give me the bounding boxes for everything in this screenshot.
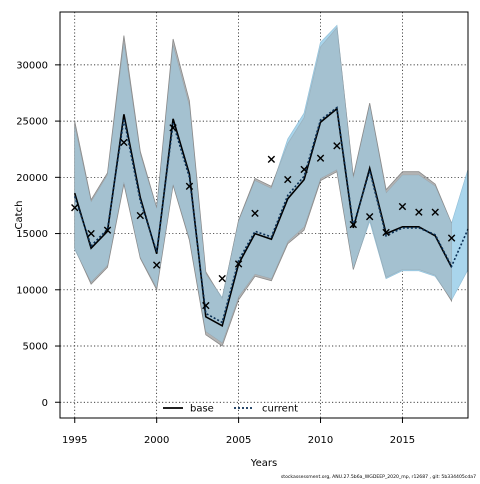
grid-lines — [60, 12, 468, 418]
observed-point — [382, 228, 390, 237]
observed-point — [87, 229, 95, 238]
x-tick-label: 2015 — [390, 435, 415, 446]
observed-point — [284, 175, 292, 184]
observed-point — [267, 155, 276, 164]
observed-point — [185, 182, 194, 191]
x-tick-label: 2000 — [144, 435, 169, 446]
observed-point — [431, 208, 439, 216]
x-tick-label: 2010 — [308, 435, 333, 446]
observed-point-stroke — [169, 124, 177, 132]
observed-point — [136, 211, 144, 220]
observed-point-stroke — [234, 260, 243, 268]
observed-point-stroke — [349, 220, 357, 229]
y-axis-title: Catch — [14, 201, 25, 230]
observed-point — [300, 165, 308, 174]
observed-point — [71, 203, 79, 212]
observed-point — [234, 260, 243, 268]
observed-point — [120, 138, 128, 147]
x-axis-title: Years — [250, 458, 277, 469]
y-tick-label: 25000 — [16, 117, 48, 128]
observed-point — [333, 142, 341, 150]
y-tick-label: 10000 — [16, 285, 48, 296]
observed-point — [218, 274, 226, 283]
observed-point — [103, 226, 112, 234]
legend-base-label: base — [190, 404, 214, 415]
observed-point-stroke — [218, 274, 226, 283]
observed-point — [251, 209, 259, 218]
y-tick-label: 20000 — [16, 173, 48, 184]
legend: base current — [163, 404, 298, 415]
observed-point-stroke — [398, 202, 407, 211]
observed-point-stroke — [136, 211, 144, 220]
series-lines — [73, 106, 469, 327]
observed-point-stroke — [284, 175, 292, 184]
observed-point — [169, 124, 177, 132]
observed-point-stroke — [415, 208, 423, 216]
x-tick-label: 1995 — [62, 435, 87, 446]
observed-point-stroke — [152, 261, 161, 269]
y-tick-label: 30000 — [16, 60, 48, 71]
observed-point-stroke — [185, 182, 194, 191]
observed-point-stroke — [202, 301, 210, 310]
observed-point-stroke — [267, 155, 276, 164]
plot-frame — [59, 11, 469, 419]
observed-point — [365, 212, 374, 221]
observed-point-stroke — [251, 209, 259, 218]
observed-point — [415, 208, 423, 216]
observed-point — [447, 234, 456, 242]
y-tick-label: 15000 — [16, 229, 48, 240]
axes: 1995 2000 2005 2010 2015 0 5000 10000 15000 20000… — [16, 60, 415, 446]
observed-point — [152, 261, 161, 269]
observed-point — [398, 202, 407, 211]
observed-point-stroke — [365, 212, 374, 221]
observed-point-stroke — [103, 226, 112, 234]
observed-point — [202, 301, 210, 310]
observed-point-stroke — [333, 142, 341, 150]
footer-note: stockassessment.org, ANU.27.5b6a_WGDEEP_… — [281, 474, 476, 480]
legend-current-label: current — [262, 404, 298, 415]
observed-point-stroke — [316, 154, 325, 162]
current-line — [73, 106, 469, 324]
y-tick-label: 5000 — [23, 342, 48, 353]
observed-point-stroke — [382, 228, 390, 237]
overlap-band-tint — [74, 25, 468, 343]
y-tick-label: 0 — [42, 398, 48, 409]
observed-point — [349, 220, 357, 229]
observed-point-stroke — [431, 208, 439, 216]
observed-point-stroke — [71, 203, 79, 212]
observed-point-stroke — [87, 229, 95, 238]
x-tick-label: 2005 — [226, 435, 251, 446]
observed-point-stroke — [120, 138, 128, 147]
observed-point-stroke — [300, 165, 308, 174]
observed-points — [71, 124, 456, 310]
observed-point-stroke — [447, 234, 456, 242]
observed-point — [316, 154, 325, 162]
